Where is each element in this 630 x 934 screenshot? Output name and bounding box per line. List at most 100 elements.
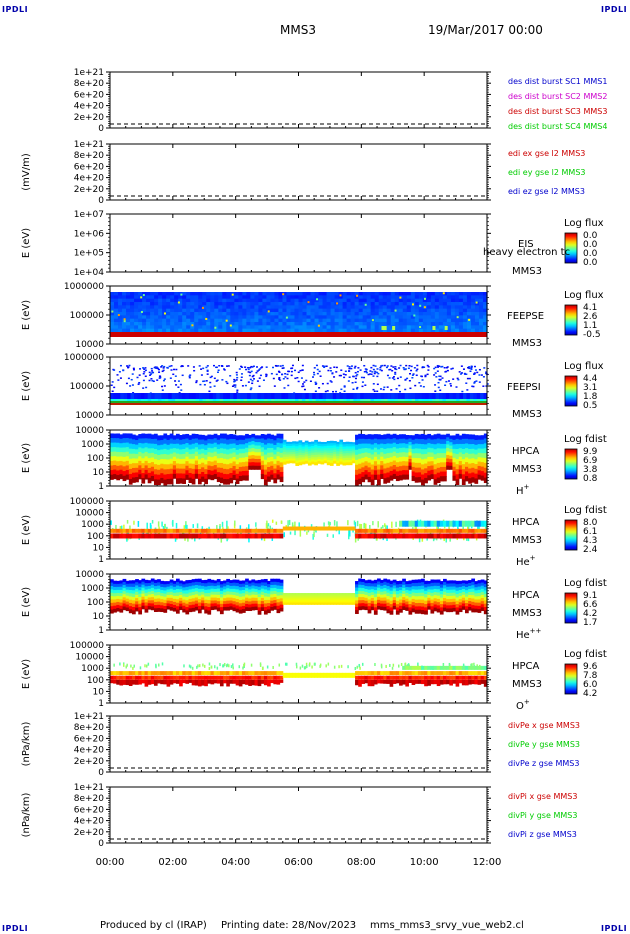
spectrogram-cell xyxy=(122,312,127,316)
spectrogram-cell xyxy=(128,606,133,611)
spectrogram-spot xyxy=(313,531,315,538)
spectrogram-cell xyxy=(250,312,255,316)
spectrogram-cell xyxy=(477,435,482,441)
spectrogram-cell xyxy=(276,595,281,600)
spectrogram-cell xyxy=(262,322,268,326)
spectrogram-cell xyxy=(154,292,159,296)
spectrogram-cell xyxy=(263,582,268,587)
spectrogram-cell xyxy=(188,399,193,401)
spectrogram-cell xyxy=(474,440,479,446)
colorbar-tick-label: 6.1 xyxy=(583,527,597,537)
spectrogram-cell xyxy=(160,477,165,484)
spectrogram-cell xyxy=(465,520,469,527)
spectrogram-cell xyxy=(446,328,452,333)
spectrogram-cell xyxy=(182,322,187,326)
spectrogram-cell xyxy=(367,462,372,468)
spectrogram-cell xyxy=(461,474,466,480)
spectrogram-cell xyxy=(461,464,466,470)
spectrogram-cell xyxy=(175,463,180,470)
spectrogram-spot xyxy=(256,380,259,382)
spectrogram-cell xyxy=(172,583,177,588)
spectrogram-cell xyxy=(254,312,259,316)
spectrogram-cell xyxy=(263,434,268,441)
spectrogram-cell xyxy=(355,454,359,461)
spectrogram-cell xyxy=(147,477,152,484)
spectrogram-cell xyxy=(282,292,288,296)
spectrogram-cell xyxy=(197,605,202,610)
spectrogram-cell xyxy=(276,598,281,603)
spectrogram-cell xyxy=(318,292,324,296)
spectrogram-cell xyxy=(446,465,450,470)
spectrogram-cell xyxy=(350,308,356,313)
spectrogram-cell xyxy=(427,520,431,527)
spectrogram-cell xyxy=(436,472,441,479)
spectrogram-cell xyxy=(254,589,259,593)
spectrogram-spot xyxy=(475,301,478,304)
spectrogram-cell xyxy=(351,444,356,447)
colorbar-tick-label: 2.6 xyxy=(583,312,598,322)
spectrogram-cell xyxy=(226,399,231,401)
spectrogram-cell xyxy=(417,520,422,527)
spectrogram-cell xyxy=(175,458,180,465)
spectrogram-spot xyxy=(162,525,165,531)
spectrogram-cell xyxy=(317,452,322,456)
spectrogram-spot xyxy=(359,369,362,371)
spectrogram-cell xyxy=(483,520,488,527)
spectrogram-cell xyxy=(452,399,457,401)
spectrogram-cell xyxy=(179,597,183,602)
spectrogram-cell xyxy=(254,322,259,326)
spectrogram-cell xyxy=(146,322,151,326)
spectrogram-cell xyxy=(138,593,143,598)
spectrogram-cell xyxy=(346,393,351,399)
spectrogram-cell xyxy=(411,439,416,445)
spectrogram-spot xyxy=(265,375,268,378)
spectrogram-cell xyxy=(188,463,193,469)
spectrogram-spot xyxy=(458,371,461,373)
spectrogram-cell xyxy=(185,465,190,471)
colorbar-tick-label: 0.0 xyxy=(583,240,598,250)
spectrogram-spot xyxy=(162,379,165,382)
spectrogram-cell xyxy=(266,328,272,333)
spectrogram-cell xyxy=(320,441,325,445)
spectrogram-cell xyxy=(304,460,309,464)
spectrogram-cell xyxy=(370,325,376,330)
spectrogram-cell xyxy=(410,312,416,316)
spectrogram-spot xyxy=(390,389,393,391)
spectrogram-spot xyxy=(395,521,397,528)
spectrogram-cell xyxy=(290,312,296,316)
spectrogram-cell xyxy=(122,581,127,586)
spectrogram-cell xyxy=(213,597,218,602)
spectrogram-cell xyxy=(175,399,180,401)
spectrogram-cell xyxy=(474,308,480,313)
spectrogram-cell xyxy=(202,292,207,296)
spectrogram-cell xyxy=(279,579,284,584)
spectrogram-cell xyxy=(172,473,177,479)
spectrogram-cell xyxy=(292,593,296,595)
spectrogram-cell xyxy=(342,460,347,464)
spectrogram-cell xyxy=(462,298,468,303)
spectrogram-cell xyxy=(446,447,450,453)
spectrogram-spot xyxy=(475,380,478,382)
spectrogram-spot xyxy=(241,385,244,387)
spectrogram-cell xyxy=(226,459,230,465)
spectrogram-cell xyxy=(198,325,203,330)
spectrogram-cell xyxy=(150,584,155,589)
spectrogram-cell xyxy=(374,298,380,303)
spectrogram-cell xyxy=(174,318,179,323)
spectrogram-cell xyxy=(194,585,199,589)
spectrogram-cell xyxy=(439,457,444,463)
spectrogram-cell xyxy=(114,325,119,330)
spectrogram-cell xyxy=(142,305,147,310)
spectrogram-cell xyxy=(442,295,448,300)
spectrogram-cell xyxy=(298,305,304,310)
spectrogram-cell xyxy=(235,464,240,470)
spectrogram-cell xyxy=(110,606,114,611)
spectrogram-cell xyxy=(266,315,272,320)
spectrogram-cell xyxy=(317,602,322,604)
spectrogram-spot xyxy=(386,374,389,377)
spectrogram-cell xyxy=(226,528,230,533)
spectrogram-cell xyxy=(383,434,388,440)
spectrogram-cell xyxy=(418,292,424,296)
spectrogram-cell xyxy=(294,298,300,303)
spectrogram-spot xyxy=(248,374,251,377)
